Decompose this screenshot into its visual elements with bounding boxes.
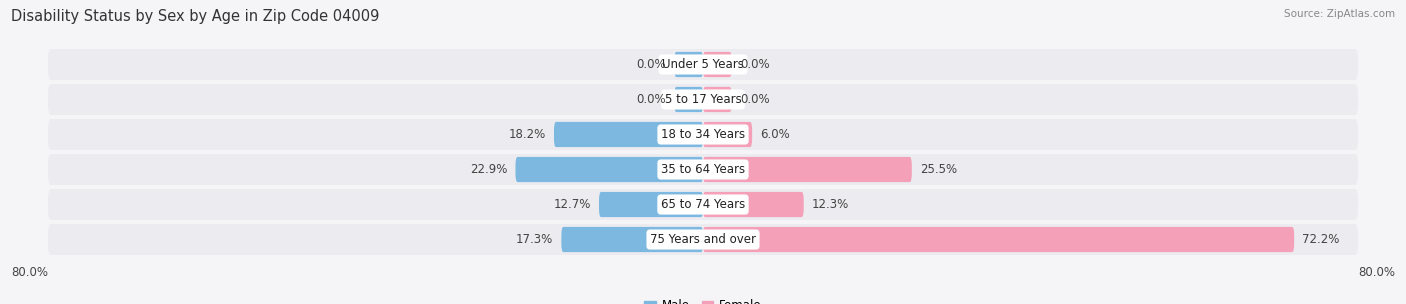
Text: 0.0%: 0.0% [637, 58, 666, 71]
FancyBboxPatch shape [599, 192, 703, 217]
FancyBboxPatch shape [48, 154, 1358, 185]
FancyBboxPatch shape [703, 192, 804, 217]
Text: 18.2%: 18.2% [509, 128, 546, 141]
FancyBboxPatch shape [703, 52, 731, 77]
Text: 75 Years and over: 75 Years and over [650, 233, 756, 246]
Text: 0.0%: 0.0% [740, 58, 769, 71]
FancyBboxPatch shape [675, 87, 703, 112]
Text: 0.0%: 0.0% [637, 93, 666, 106]
Text: 65 to 74 Years: 65 to 74 Years [661, 198, 745, 211]
FancyBboxPatch shape [48, 119, 1358, 150]
FancyBboxPatch shape [703, 157, 911, 182]
FancyBboxPatch shape [675, 52, 703, 77]
Text: 25.5%: 25.5% [920, 163, 957, 176]
Text: 72.2%: 72.2% [1302, 233, 1340, 246]
Text: Source: ZipAtlas.com: Source: ZipAtlas.com [1284, 9, 1395, 19]
FancyBboxPatch shape [48, 189, 1358, 220]
Text: 22.9%: 22.9% [470, 163, 508, 176]
Legend: Male, Female: Male, Female [644, 299, 762, 304]
Text: Disability Status by Sex by Age in Zip Code 04009: Disability Status by Sex by Age in Zip C… [11, 9, 380, 24]
FancyBboxPatch shape [703, 227, 1294, 252]
FancyBboxPatch shape [561, 227, 703, 252]
FancyBboxPatch shape [703, 122, 752, 147]
Text: 18 to 34 Years: 18 to 34 Years [661, 128, 745, 141]
FancyBboxPatch shape [516, 157, 703, 182]
Text: 35 to 64 Years: 35 to 64 Years [661, 163, 745, 176]
Text: 0.0%: 0.0% [740, 93, 769, 106]
FancyBboxPatch shape [703, 87, 731, 112]
FancyBboxPatch shape [48, 49, 1358, 80]
Text: 80.0%: 80.0% [1358, 266, 1395, 279]
Text: 12.3%: 12.3% [811, 198, 849, 211]
FancyBboxPatch shape [554, 122, 703, 147]
FancyBboxPatch shape [48, 84, 1358, 115]
Text: Under 5 Years: Under 5 Years [662, 58, 744, 71]
Text: 6.0%: 6.0% [761, 128, 790, 141]
Text: 5 to 17 Years: 5 to 17 Years [665, 93, 741, 106]
FancyBboxPatch shape [48, 224, 1358, 255]
Text: 12.7%: 12.7% [554, 198, 591, 211]
Text: 17.3%: 17.3% [516, 233, 553, 246]
Text: 80.0%: 80.0% [11, 266, 48, 279]
